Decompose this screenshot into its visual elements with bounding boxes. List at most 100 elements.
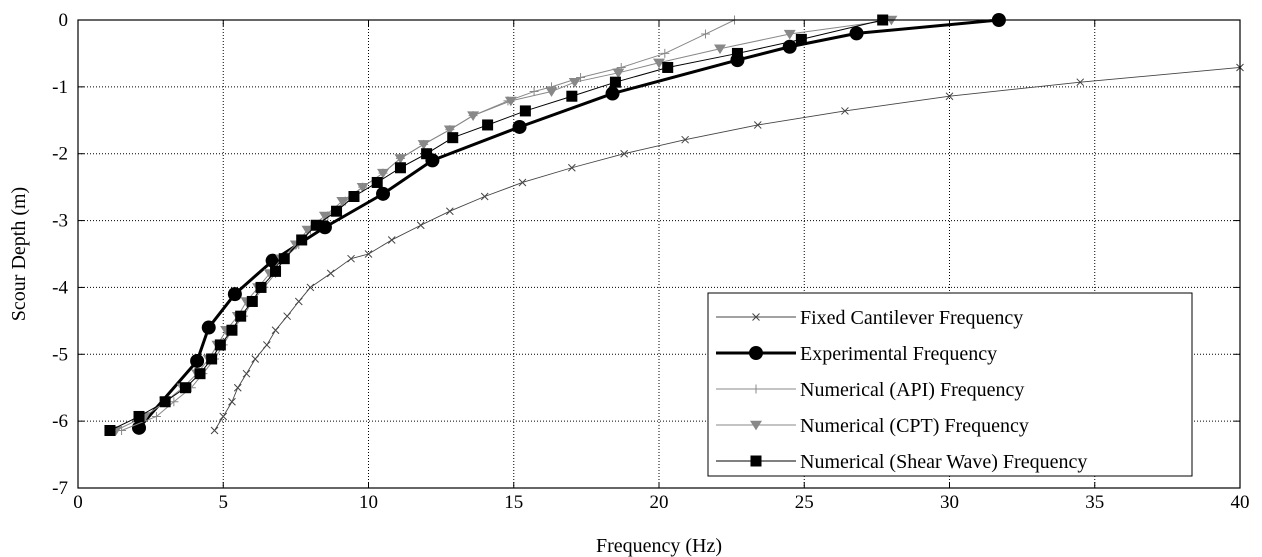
x-tick-label: 35 [1085,492,1104,513]
data-point [179,382,191,394]
data-point [326,269,335,278]
data-point [700,29,710,39]
data-point [568,77,581,88]
y-tick-label: -6 [52,411,68,432]
data-point [443,125,456,136]
series-4 [104,14,889,437]
y-axis-title: Scour Depth (m) [8,187,30,321]
legend-marker [750,420,762,431]
legend-marker [751,384,761,394]
legend-entry: Experimental Frequency [716,343,997,365]
data-point [262,341,271,349]
x-tick-label: 40 [1231,492,1250,513]
data-point [518,178,527,187]
data-point [210,426,219,435]
data-point [310,219,322,231]
data-point [681,135,689,144]
data-point [364,250,373,258]
data-point [246,295,258,307]
x-tick-label: 0 [73,492,83,513]
data-point [519,105,531,117]
legend-marker [752,313,760,321]
data-point [348,191,360,203]
data-point [318,211,331,222]
data-point [945,92,954,101]
data-point [612,68,625,79]
data-point [662,61,674,73]
data-point [104,425,116,437]
data-point [447,132,459,144]
data-point [169,397,179,407]
data-point [296,234,308,246]
data-point [242,369,251,378]
x-tick-label: 15 [504,492,523,513]
data-point [795,33,807,45]
y-tick-label: -7 [52,478,68,499]
data-point [504,96,517,107]
legend-entry: Numerical (API) Frequency [716,379,1024,401]
data-point [467,111,480,122]
x-tick-label: 30 [940,492,959,513]
series-layer [104,13,1244,437]
data-point [609,76,621,88]
y-tick-label: -3 [52,211,68,232]
legend-marker [750,455,762,467]
data-point [228,397,236,406]
data-point [255,281,267,293]
legend-label: Numerical (API) Frequency [800,379,1024,401]
series-line [121,19,735,431]
data-point [377,168,390,179]
x-tick-label: 5 [219,492,229,513]
legend-entry: Fixed Cantilever Frequency [716,307,1023,329]
data-point [235,310,247,322]
data-point [529,87,539,97]
data-point [660,48,670,58]
data-point [566,90,578,102]
data-point [605,86,620,101]
data-point [753,121,762,129]
legend-box [707,292,1193,477]
x-tick-label: 10 [359,492,378,513]
y-tick-label: -2 [52,144,68,165]
data-point [1076,78,1085,87]
data-point [251,355,260,363]
data-point [270,265,282,277]
data-point [278,253,290,265]
data-point [190,353,205,368]
x-axis-title: Frequency (Hz) [596,535,722,557]
data-point [512,119,527,134]
data-point [132,420,147,435]
y-tick-label: -1 [52,77,68,98]
data-point [545,87,558,97]
data-point [482,119,494,131]
axis-ticks: 0 5 10 15 20 25 30 35 40 0 -1 -2 -3 -4 -5 -6 -7 [52,10,1249,513]
data-point [194,368,206,380]
data-point [394,162,406,174]
legend-entry: Numerical (Shear Wave) Frequency [716,451,1087,473]
data-point [265,253,280,268]
data-point [214,339,226,351]
data-point [841,107,849,115]
legend-entry: Numerical (CPT) Frequency [716,415,1029,437]
legend-marker [749,346,763,360]
legend-label: Numerical (Shear Wave) Frequency [800,451,1087,473]
data-point [356,182,369,193]
data-point [416,221,425,230]
y-tick-label: -4 [52,277,68,298]
data-point [782,39,797,54]
data-point [371,176,383,188]
data-point [219,412,228,421]
data-point [301,225,314,236]
y-tick-label: 0 [59,10,69,31]
data-point [620,149,628,158]
data-point [331,205,343,217]
data-point [783,29,796,40]
y-tick-label: -5 [52,344,68,365]
data-point [387,236,396,244]
data-point [283,312,292,321]
series-1 [132,13,1006,435]
data-point [394,154,407,164]
data-point [714,44,727,55]
data-point [849,26,864,41]
